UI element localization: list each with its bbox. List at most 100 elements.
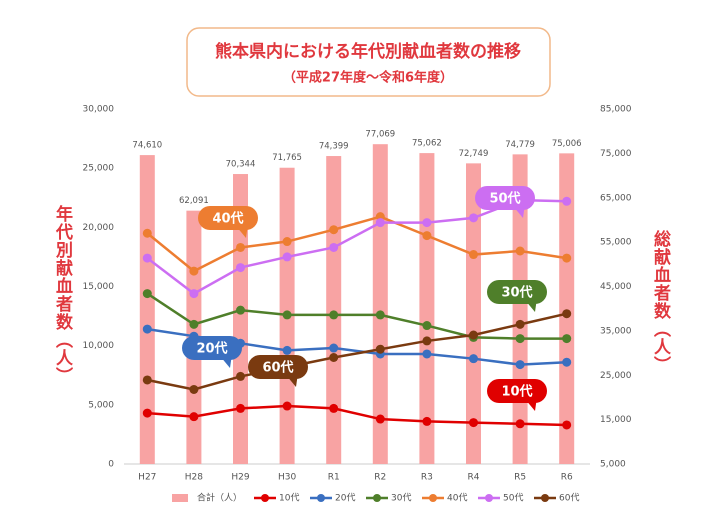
y-tick-label: 25,000 [83,164,115,174]
data-label: 77,069 [365,130,395,140]
y2-tick-label: 85,000 [600,105,632,115]
y2-tick-label: 55,000 [600,238,632,248]
callout-label: 20代 [196,341,227,357]
legend-swatch [373,494,381,502]
data-label: 75,062 [412,139,442,149]
y2-tick-label: 65,000 [600,193,632,203]
data-label: 72,749 [459,149,489,159]
marker [282,310,292,320]
marker [236,263,245,273]
marker [282,401,292,411]
callout-label: 60代 [262,360,293,376]
marker [515,319,525,329]
legend-label: 40代 [447,493,467,504]
marker [282,345,292,355]
data-label: 71,765 [272,153,302,163]
marker [422,321,432,331]
data-label: 62,091 [179,196,209,206]
marker [329,225,339,235]
callout [475,186,535,210]
chart-title: 熊本県内における年代別献血者数の推移 [215,41,521,62]
marker [282,252,292,262]
x-tick-label: R5 [514,473,526,483]
marker [422,416,432,426]
y-tick-label: 20,000 [83,223,115,233]
marker [562,309,572,319]
marker [515,419,525,429]
marker [142,375,152,385]
marker [189,266,199,276]
marker [189,384,199,394]
line [147,404,567,427]
marker [515,334,525,344]
marker [422,231,432,241]
bar [139,155,155,464]
callout-label: 10代 [501,384,532,400]
legend-swatch [317,494,325,502]
y2-axis-label: 総献血者数（人） [650,229,672,374]
legend-swatch [541,494,549,502]
marker [375,310,385,320]
x-tick-label: R4 [468,473,480,483]
marker [469,418,478,428]
data-label: 74,399 [319,142,349,152]
callout-label: 50代 [489,191,520,207]
marker [329,353,339,362]
legend-label: 30代 [391,493,411,504]
marker [469,213,478,223]
callout [198,206,258,230]
legend-swatch [172,494,188,502]
callout [182,336,242,360]
title-box [186,27,551,97]
line [147,312,567,391]
marker [562,334,572,344]
data-label: 75,006 [552,139,582,149]
legend-label: 60代 [559,493,579,504]
marker [375,344,385,354]
marker [329,310,339,320]
y-tick-label: 5,000 [88,400,114,410]
x-tick-label: R3 [421,473,433,483]
y-tick-label: 0 [108,460,114,470]
legend-label: 10代 [279,493,299,504]
marker [422,218,432,228]
marker [142,289,152,299]
callout-label: 30代 [501,285,532,301]
callout [487,280,547,304]
y-tick-label: 30,000 [83,105,115,115]
marker [236,371,245,381]
marker [469,354,478,364]
legend-swatch [485,494,493,502]
marker [142,324,152,334]
callout [248,355,308,379]
x-tick-label: H29 [231,473,249,483]
legend-swatch [429,494,437,502]
bar [466,163,481,464]
y2-tick-label: 45,000 [600,282,632,292]
marker [329,403,339,413]
marker [236,305,245,315]
marker [142,228,152,238]
y2-tick-label: 25,000 [600,371,632,381]
marker [562,253,572,263]
marker [189,289,199,299]
marker [375,414,385,424]
data-label: 70,344 [226,160,256,170]
y-tick-label: 15,000 [83,282,115,292]
marker [282,237,292,247]
chart-subtitle: （平成27年度～令和6年度） [283,70,453,86]
marker [469,250,478,260]
data-label: 74,610 [132,141,162,151]
marker [189,319,199,329]
marker [422,336,432,346]
bar [559,153,575,464]
bar [326,156,342,464]
legend-label: 合計（人） [197,492,242,504]
y2-tick-label: 35,000 [600,326,632,336]
marker [562,357,572,367]
marker [329,242,339,252]
marker [142,408,152,418]
x-tick-label: R6 [561,473,573,483]
x-tick-label: H27 [138,473,156,483]
